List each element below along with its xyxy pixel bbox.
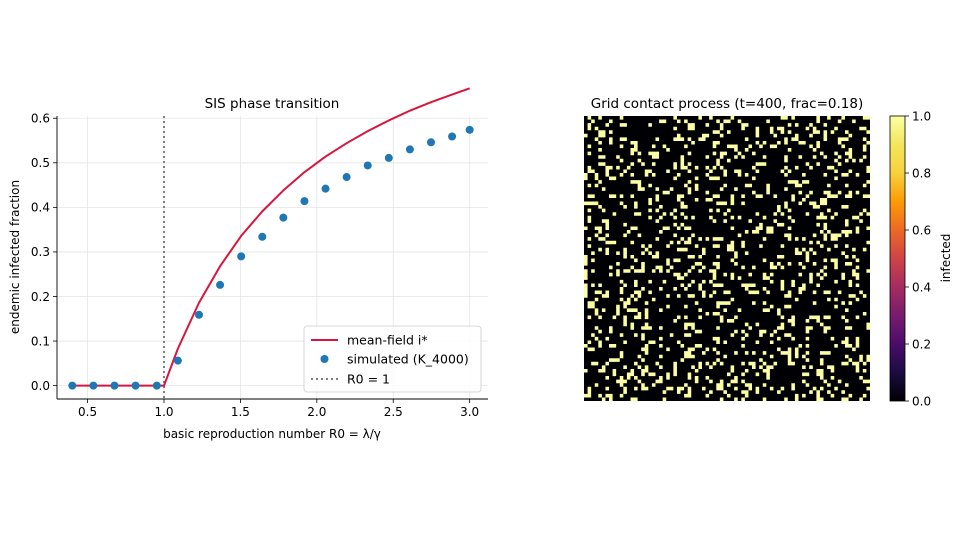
x-tick-label: 2.5 — [384, 405, 403, 419]
y-tick-label: 0.6 — [31, 112, 50, 126]
legend-label-simulated: simulated (K_4000) — [347, 352, 469, 367]
y-tick-label: 0.3 — [31, 245, 50, 259]
x-tick-label: 0.5 — [78, 405, 97, 419]
y-tick-label: 0.2 — [31, 290, 50, 304]
y-tick-label: 0.5 — [31, 156, 50, 170]
legend: mean-field i* simulated (K_4000) R0 = 1 — [303, 325, 482, 393]
simulated-point — [405, 145, 414, 154]
simulated-point — [237, 252, 246, 261]
legend-box — [303, 325, 482, 393]
mean-field-line — [72, 87, 470, 387]
legend-marker-swatch — [320, 355, 329, 363]
y-axis-label: endemic infected fraction — [8, 180, 22, 334]
y-tick-label: 0.1 — [31, 334, 50, 348]
simulated-point — [173, 356, 182, 365]
simulated-point — [342, 173, 351, 182]
simulated-point — [363, 161, 372, 170]
phase-transition-panel: 0.5 1.0 1.5 2.0 2.5 3.0 0.0 0.1 0.2 0.3 0.4 0.5 0.6… — [8, 87, 488, 441]
x-tick-label: 2.0 — [307, 405, 326, 419]
simulated-point — [384, 153, 393, 162]
colorbar-tick-label: 0.2 — [912, 337, 931, 351]
simulated-point — [448, 132, 457, 141]
y-tick-label: 0.0 — [31, 379, 50, 393]
x-tick-label: 1.5 — [231, 405, 250, 419]
mean-field-series — [72, 87, 470, 387]
simulated-point — [465, 125, 474, 134]
colorbar-tick-label: 0.8 — [912, 166, 931, 180]
x-tick-label: 1.0 — [154, 405, 173, 419]
simulated-point — [89, 381, 98, 390]
y-ticks: 0.0 0.1 0.2 0.3 0.4 0.5 0.6 — [31, 112, 57, 393]
legend-label-mean-field: mean-field i* — [347, 333, 428, 348]
simulated-point — [300, 197, 309, 206]
right-chart-title: Grid contact process (t=400, frac=0.18) — [591, 96, 863, 112]
simulated-point — [279, 213, 288, 222]
x-ticks: 0.5 1.0 1.5 2.0 2.5 3.0 — [78, 399, 479, 419]
grid-contact-panel: Grid contact process (t=400, frac=0.18) … — [584, 96, 953, 408]
colorbar-tick-label: 0.4 — [912, 280, 931, 294]
legend-label-r0: R0 = 1 — [347, 372, 390, 387]
grid-lines — [57, 116, 488, 399]
colorbar-tick-label: 1.0 — [912, 109, 931, 123]
simulated-point — [110, 381, 119, 390]
simulated-point — [152, 381, 161, 390]
colorbar — [889, 115, 906, 402]
y-tick-label: 0.4 — [31, 201, 50, 215]
simulated-point — [194, 310, 203, 319]
x-tick-label: 3.0 — [460, 405, 479, 419]
colorbar-label: infected — [939, 234, 953, 283]
colorbar-tick-label: 0.0 — [912, 394, 931, 408]
infected-cells — [584, 116, 870, 402]
simulated-point — [426, 138, 435, 147]
simulated-point — [216, 280, 225, 289]
simulated-point — [68, 381, 77, 390]
simulated-point — [131, 381, 140, 390]
colorbar-ticks: 0.0 0.2 0.4 0.6 0.8 1.0 — [905, 109, 931, 408]
simulated-point — [321, 184, 330, 193]
simulated-series — [68, 125, 474, 390]
x-axis-label: basic reproduction number R0 = λ/γ — [163, 427, 381, 441]
colorbar-tick-label: 0.6 — [912, 223, 931, 237]
simulated-point — [258, 232, 267, 241]
left-chart-title: SIS phase transition — [205, 96, 340, 112]
heatmap-cells — [584, 116, 870, 402]
